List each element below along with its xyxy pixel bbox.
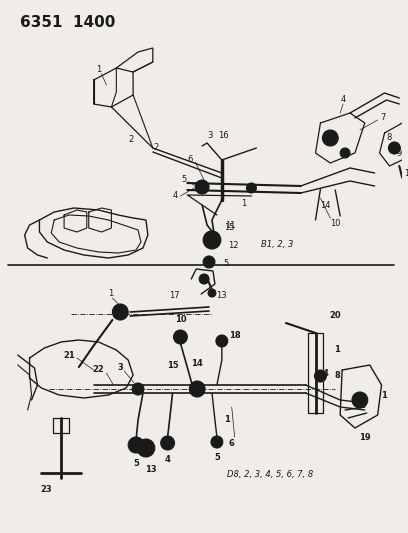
- Text: 23: 23: [40, 486, 52, 495]
- Text: 2: 2: [153, 143, 158, 152]
- Text: 14: 14: [320, 201, 330, 211]
- Text: 20: 20: [329, 311, 341, 320]
- Circle shape: [388, 142, 400, 154]
- Circle shape: [203, 231, 221, 249]
- Text: 16: 16: [219, 132, 229, 141]
- Text: 4: 4: [165, 456, 171, 464]
- Circle shape: [208, 289, 216, 297]
- Text: 4: 4: [173, 191, 178, 200]
- Circle shape: [161, 436, 175, 450]
- Text: 10: 10: [175, 316, 186, 325]
- Text: 1: 1: [334, 345, 340, 354]
- Circle shape: [199, 274, 209, 284]
- Text: 8: 8: [334, 372, 340, 381]
- Circle shape: [322, 130, 338, 146]
- Text: 7: 7: [380, 114, 385, 123]
- Circle shape: [203, 256, 215, 268]
- Circle shape: [315, 370, 326, 382]
- Text: 4: 4: [322, 368, 328, 377]
- Text: 17: 17: [169, 292, 180, 301]
- Circle shape: [173, 330, 187, 344]
- Text: 15: 15: [224, 223, 235, 232]
- Text: 13: 13: [217, 290, 227, 300]
- Circle shape: [112, 304, 128, 320]
- Circle shape: [216, 335, 228, 347]
- Text: 2: 2: [129, 135, 134, 144]
- Circle shape: [189, 381, 205, 397]
- Text: 12: 12: [228, 240, 239, 249]
- Circle shape: [246, 183, 256, 193]
- Text: 1: 1: [108, 289, 113, 298]
- Text: 10: 10: [330, 219, 341, 228]
- Text: 3: 3: [118, 362, 123, 372]
- Circle shape: [211, 436, 223, 448]
- Text: 1: 1: [381, 391, 386, 400]
- Text: 21: 21: [63, 351, 75, 359]
- Text: 11: 11: [225, 221, 235, 230]
- Circle shape: [137, 439, 155, 457]
- Circle shape: [352, 392, 368, 408]
- Text: 6351  1400: 6351 1400: [20, 15, 115, 30]
- Text: 6: 6: [229, 439, 235, 448]
- Text: 22: 22: [93, 366, 104, 375]
- Text: 13: 13: [145, 465, 157, 474]
- Circle shape: [195, 180, 209, 194]
- Circle shape: [205, 231, 219, 245]
- Circle shape: [128, 437, 144, 453]
- Text: 3: 3: [207, 132, 213, 141]
- Text: 15: 15: [167, 360, 178, 369]
- Text: D8, 2, 3, 4, 5, 6, 7, 8: D8, 2, 3, 4, 5, 6, 7, 8: [227, 471, 313, 480]
- Text: 8: 8: [387, 133, 392, 142]
- Text: 5: 5: [223, 260, 228, 269]
- Text: 1: 1: [224, 416, 230, 424]
- Text: 4: 4: [341, 95, 346, 104]
- Text: 1: 1: [241, 198, 246, 207]
- Text: 14: 14: [191, 359, 203, 367]
- Text: 9: 9: [397, 149, 402, 157]
- Text: 1: 1: [96, 66, 101, 75]
- Text: 5: 5: [182, 175, 187, 184]
- Text: 19: 19: [359, 433, 370, 442]
- Text: 18: 18: [229, 330, 240, 340]
- Text: 6: 6: [188, 156, 193, 165]
- Text: 5: 5: [214, 454, 220, 463]
- Text: 1: 1: [404, 168, 408, 177]
- Circle shape: [132, 383, 144, 395]
- Text: 5: 5: [133, 458, 139, 467]
- Circle shape: [340, 148, 350, 158]
- Text: B1, 2, 3: B1, 2, 3: [261, 240, 294, 249]
